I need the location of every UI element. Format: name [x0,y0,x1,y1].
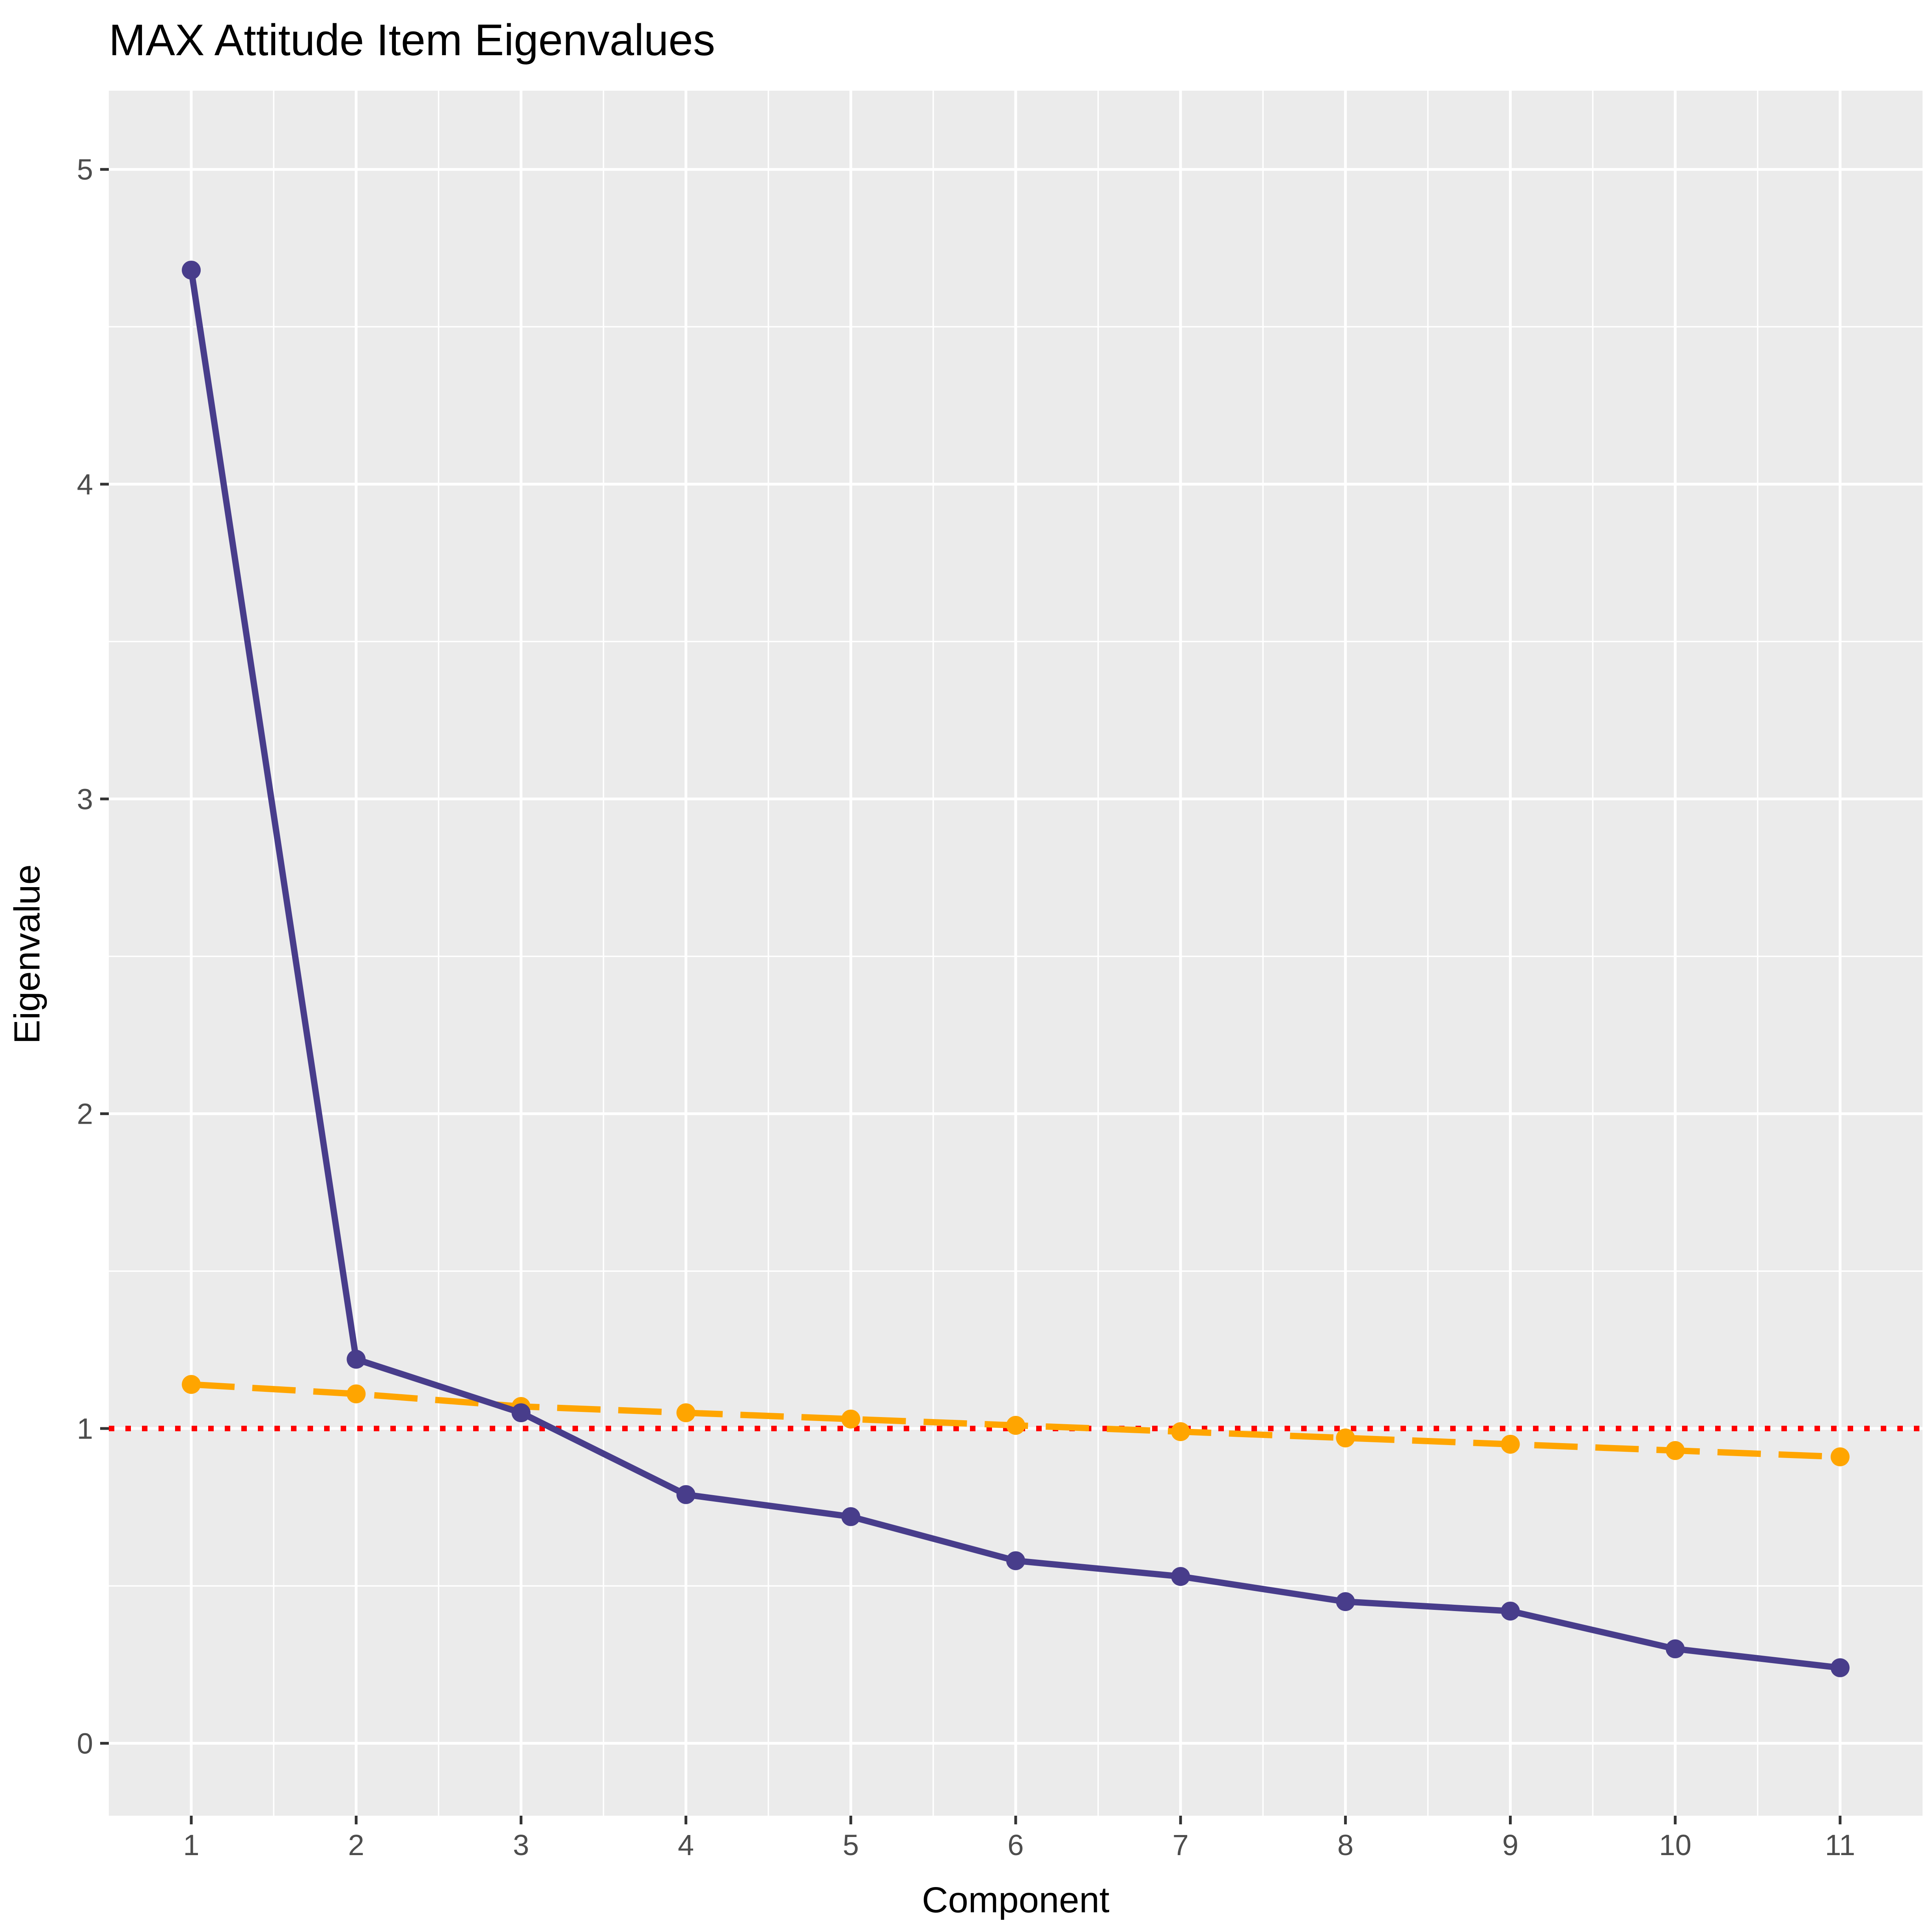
data-point [1665,1639,1685,1658]
x-tick-label: 3 [513,1829,529,1861]
data-point [182,1375,201,1394]
x-axis-title: Component [922,1880,1110,1920]
y-tick-label: 5 [77,153,93,186]
x-tick-label: 2 [348,1829,364,1861]
data-point [347,1384,366,1404]
y-axis: 0 1 2 3 4 5 [77,153,109,1760]
y-tick-label: 4 [77,468,93,501]
data-point [841,1507,860,1526]
data-point [676,1403,696,1423]
data-point [1336,1592,1355,1611]
x-tick-label: 7 [1173,1829,1189,1861]
data-point [1006,1551,1025,1570]
data-point [1830,1658,1850,1677]
series-layer [182,261,1850,1677]
x-tick-label: 11 [1825,1829,1855,1861]
x-tick-label: 6 [1007,1829,1024,1861]
data-point [1501,1602,1520,1621]
x-axis: 1 2 3 4 5 6 7 8 9 10 11 [183,1816,1855,1861]
series-1 [182,1375,1850,1466]
x-tick-label: 1 [183,1829,200,1861]
data-point [1501,1434,1520,1454]
data-point [347,1350,366,1369]
data-point [1336,1428,1355,1447]
y-tick-label: 1 [77,1412,93,1445]
x-tick-label: 5 [843,1829,859,1861]
series-0 [182,261,1850,1677]
x-tick-label: 8 [1337,1829,1354,1861]
data-point [1171,1422,1190,1442]
data-point [1665,1441,1685,1460]
data-point [182,261,201,280]
data-point [676,1485,696,1504]
data-point [841,1410,860,1429]
data-point [1171,1567,1190,1586]
y-tick-label: 2 [77,1098,93,1130]
chart-title: MAX Attitude Item Eigenvalues [109,15,715,65]
data-point [511,1403,531,1423]
data-point [1830,1447,1850,1466]
y-axis-title: Eigenvalue [7,864,47,1044]
x-tick-label: 10 [1659,1829,1691,1861]
x-tick-label: 9 [1502,1829,1518,1861]
y-tick-label: 3 [77,783,93,815]
data-point [1006,1416,1025,1435]
y-tick-label: 0 [77,1727,93,1760]
x-tick-label: 4 [678,1829,694,1861]
